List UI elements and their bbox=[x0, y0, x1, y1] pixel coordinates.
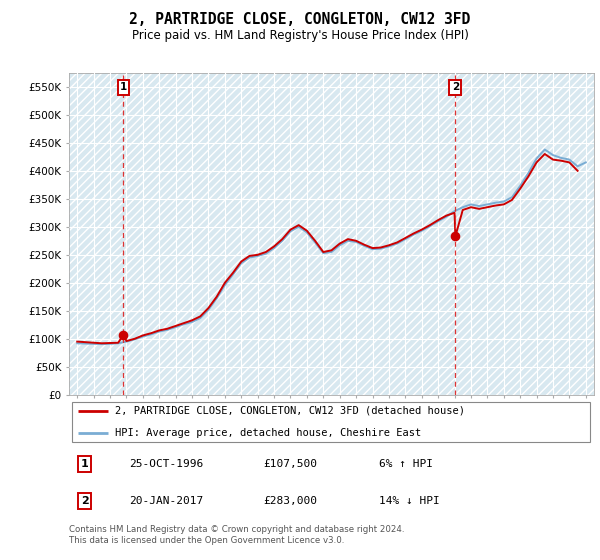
Text: 2: 2 bbox=[81, 496, 89, 506]
Text: Contains HM Land Registry data © Crown copyright and database right 2024.
This d: Contains HM Land Registry data © Crown c… bbox=[69, 525, 404, 545]
Text: 6% ↑ HPI: 6% ↑ HPI bbox=[379, 459, 433, 469]
Text: 2, PARTRIDGE CLOSE, CONGLETON, CW12 3FD (detached house): 2, PARTRIDGE CLOSE, CONGLETON, CW12 3FD … bbox=[115, 406, 465, 416]
Bar bbox=[69, 73, 594, 395]
Text: £283,000: £283,000 bbox=[263, 496, 317, 506]
Text: 2: 2 bbox=[452, 82, 459, 92]
Text: 14% ↓ HPI: 14% ↓ HPI bbox=[379, 496, 439, 506]
FancyBboxPatch shape bbox=[71, 402, 590, 442]
Text: £107,500: £107,500 bbox=[263, 459, 317, 469]
Text: 25-OCT-1996: 25-OCT-1996 bbox=[130, 459, 203, 469]
Text: 2, PARTRIDGE CLOSE, CONGLETON, CW12 3FD: 2, PARTRIDGE CLOSE, CONGLETON, CW12 3FD bbox=[130, 12, 470, 27]
Text: 20-JAN-2017: 20-JAN-2017 bbox=[130, 496, 203, 506]
Text: Price paid vs. HM Land Registry's House Price Index (HPI): Price paid vs. HM Land Registry's House … bbox=[131, 29, 469, 42]
Text: 1: 1 bbox=[120, 82, 127, 92]
Point bbox=[451, 232, 460, 241]
Point bbox=[119, 330, 128, 339]
Text: HPI: Average price, detached house, Cheshire East: HPI: Average price, detached house, Ches… bbox=[115, 428, 421, 437]
Text: 1: 1 bbox=[81, 459, 89, 469]
